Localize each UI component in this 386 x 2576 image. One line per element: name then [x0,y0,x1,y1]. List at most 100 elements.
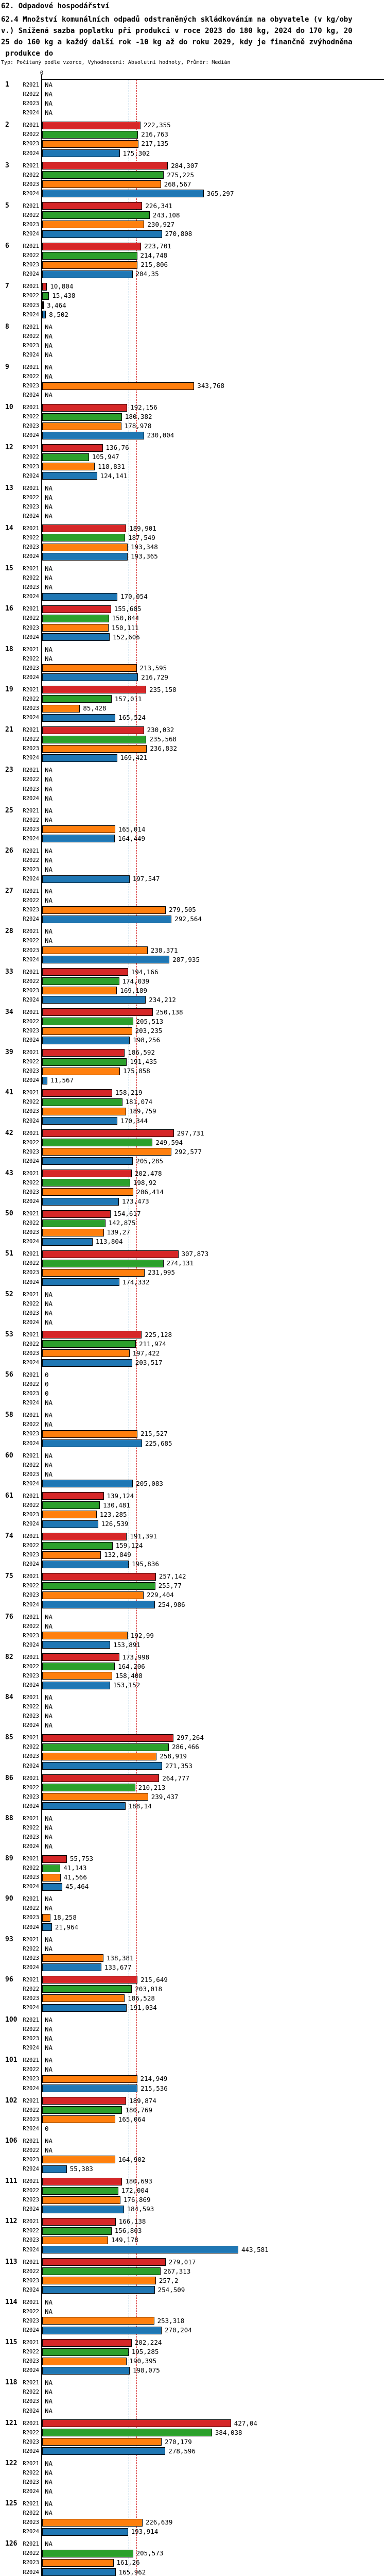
bar-r2024 [42,311,46,318]
row-label-r2024: R2024 [23,1400,39,1406]
bar-value-label: 0 [45,1389,49,1398]
row-label-r2024: R2024 [23,2408,39,2414]
bar-value-label: NA [45,109,53,117]
row-label-r2022: R2022 [23,2107,39,2113]
bar-r2022 [42,1582,155,1590]
row-label-r2022: R2022 [23,91,39,98]
row-label-r2021: R2021 [23,364,39,370]
bar-value-label: NA [45,2065,53,2074]
row-label-r2022: R2022 [23,373,39,380]
group-id-label: 112 [5,2217,17,2226]
bar-value-label: 195,285 [131,2348,159,2356]
group-id-label: 82 [5,1653,13,1661]
bar-r2023 [42,422,121,430]
bar-value-label: 226,639 [145,2518,173,2527]
row-label-r2021: R2021 [23,2420,39,2427]
row-label-r2022: R2022 [23,575,39,582]
bar-r2024 [42,1641,111,1649]
bar-r2023 [42,1430,138,1438]
bar-value-label: NA [45,565,53,572]
bar-value-label: 175,302 [122,149,150,157]
row-label-r2024: R2024 [23,1239,39,1245]
group-id-label: 1 [5,81,9,89]
bar-r2022 [42,2187,118,2195]
bar-r2023 [42,946,148,954]
bar-value-label: NA [45,372,53,380]
bar-value-label: NA [45,1451,53,1460]
bar-value-label: 189,759 [129,1107,156,1115]
bar-value-label: 271,353 [165,1761,192,1770]
bar-r2023 [42,180,161,189]
bar-r2024 [42,1197,119,1206]
bar-value-label: 193,365 [131,552,158,560]
bar-r2021 [42,968,128,976]
bar-value-label: 279,017 [168,2258,196,2266]
bar-value-label: 278,596 [168,2447,196,2455]
indicator-title-line4: produkce do [1,49,54,58]
row-label-r2023: R2023 [23,1713,39,1720]
bar-r2023 [42,1067,120,1075]
bar-r2022 [42,1098,122,1106]
bar-value-label: NA [45,1290,53,1298]
row-label-r2024: R2024 [23,2529,39,2535]
row-label-r2021: R2021 [23,202,39,209]
group-id-label: 114 [5,2298,17,2306]
row-label-r2022: R2022 [23,2510,39,2517]
row-label-r2022: R2022 [23,1220,39,1227]
group-id-label: 100 [5,2016,17,2024]
bar-r2022 [42,1663,115,1671]
row-label-r2023: R2023 [23,705,39,711]
bar-value-label: 198,92 [133,1178,157,1187]
bar-value-label: NA [45,1399,53,1407]
bar-value-label: 55,753 [69,1855,94,1862]
bar-value-label: NA [45,1823,53,1832]
row-label-r2022: R2022 [23,1704,39,1710]
bar-value-label: NA [45,1814,53,1822]
bar-value-label: 190,395 [129,2357,157,2365]
bar-value-label: NA [45,1299,53,1308]
row-label-r2024: R2024 [23,1319,39,1326]
bar-r2021 [42,2177,122,2185]
bar-r2024 [42,1802,126,1810]
bar-r2021 [42,202,143,210]
bar-r2024 [42,1520,98,1528]
row-label-r2021: R2021 [23,445,39,451]
row-label-r2022: R2022 [23,1824,39,1831]
row-label-r2022: R2022 [23,494,39,501]
group-id-label: 101 [5,2056,17,2064]
row-label-r2024: R2024 [23,2367,39,2374]
bar-value-label: 268,567 [164,180,191,188]
bar-r2024 [42,2326,162,2334]
row-label-r2023: R2023 [23,2237,39,2244]
bar-value-label: 21,964 [55,1923,79,1931]
row-label-r2023: R2023 [23,786,39,792]
bar-value-label: NA [45,583,53,591]
bar-r2022 [42,2227,112,2235]
bar-r2023 [42,624,109,632]
group-id-label: 33 [5,968,13,976]
bar-value-label: 202,224 [134,2338,162,2346]
group-id-label: 16 [5,605,13,613]
bar-value-label: 174,039 [122,977,150,985]
bar-value-label: NA [45,896,53,905]
bar-value-label: NA [45,2379,53,2387]
bar-value-label: NA [45,2025,53,2033]
bar-r2022 [42,735,147,743]
bar-value-label: 214,949 [140,2075,168,2083]
row-label-r2021: R2021 [23,1331,39,1338]
bar-value-label: 180,769 [125,2106,152,2114]
row-label-r2022: R2022 [23,2147,39,2154]
row-label-r2024: R2024 [23,755,39,761]
bar-r2021 [42,1048,125,1057]
row-label-r2022: R2022 [23,1381,39,1388]
bar-value-label: 3,464 [47,301,66,309]
bar-value-label: 238,371 [150,946,178,954]
bar-r2024 [42,915,172,923]
row-label-r2024: R2024 [23,231,39,238]
bar-value-label: 257,142 [159,1572,186,1581]
row-label-r2021: R2021 [23,807,39,814]
bar-r2023 [42,1632,128,1640]
bar-value-label: 173,998 [122,1653,150,1661]
bar-r2024 [42,270,133,278]
bar-r2021 [42,524,127,533]
